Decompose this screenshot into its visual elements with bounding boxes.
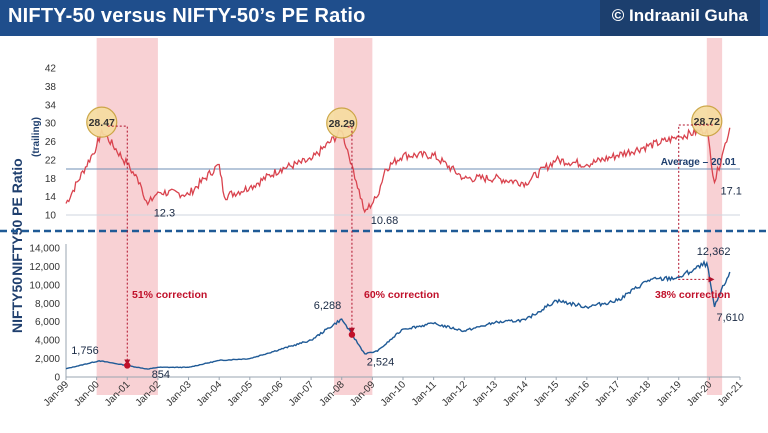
pe-peak-bubble-2 [691, 105, 723, 137]
nifty-y-tick: 0 [54, 373, 60, 384]
nifty-value-label-1: 854 [152, 369, 170, 381]
connector-1 [347, 126, 353, 328]
pe-y-tick: 18 [45, 174, 57, 185]
x-tick-label: Jan-07 [287, 379, 317, 409]
nifty-y-tick: 12,000 [29, 262, 60, 273]
x-tick-label: Jan-14 [501, 379, 531, 409]
pe-peak-label-2: 28.72 [694, 116, 720, 128]
nifty-value-label-4: 12,362 [697, 246, 731, 258]
pe-ratio-line [65, 125, 731, 214]
nifty-axis-label: NIFTY50 [9, 277, 25, 333]
pe-axis-sublabel: (trailing) [31, 117, 42, 157]
correction-marker-1 [124, 362, 131, 369]
chart-canvas: NIFTY50 PE Ratio (trailing) 10 14 18 22 26 30… [0, 38, 768, 409]
nifty-y-ticks: 0 2,000 4,000 6,000 8,000 10,000 12,000 14,000 [29, 244, 60, 384]
pe-y-tick: 26 [45, 137, 57, 148]
header-banner: NIFTY-50 versus NIFTY-50’s PE Ratio © In… [0, 0, 768, 36]
x-tick-label: Jan-12 [440, 379, 470, 409]
pe-y-tick: 10 [45, 211, 57, 222]
correction-label-2008: 60% correction [364, 289, 439, 301]
nifty-y-tick: 8,000 [35, 299, 60, 310]
nifty-y-tick: 6,000 [35, 317, 60, 328]
pe-y-tick: 34 [45, 100, 57, 111]
pe-y-tick: 42 [45, 64, 57, 75]
pe-axis-label: NIFTY50 PE Ratio [9, 158, 25, 275]
x-tick-label: Jan-19 [654, 379, 684, 409]
shade-band-1 [334, 38, 373, 395]
pe-peak-bubble-0 [86, 106, 118, 138]
x-tick-label: Jan-11 [410, 379, 439, 408]
connector-2 [678, 124, 713, 280]
nifty-value-label-0: 1,756 [71, 345, 99, 357]
nifty-y-tick: 2,000 [35, 354, 60, 365]
nifty-y-tick: 4,000 [35, 336, 60, 347]
correction-label-2001: 51% correction [132, 289, 207, 301]
nifty-value-label-3: 2,524 [367, 357, 395, 369]
pe-y-tick: 22 [45, 155, 57, 166]
annotations: 28.47 28.29 28.72 12.3 10.68 17.1 1,756 854 6,28… [71, 105, 744, 381]
pe-y-tick: 14 [45, 192, 57, 203]
page-title: NIFTY-50 versus NIFTY-50’s PE Ratio [8, 5, 366, 27]
nifty-y-tick: 10,000 [29, 280, 60, 291]
x-tick-label: Jan-06 [256, 379, 286, 409]
x-tick-label: Jan-03 [164, 379, 194, 409]
nifty-y-tick: 14,000 [29, 244, 60, 255]
correction-shading [96, 38, 723, 395]
connector-arrow-2 [708, 276, 715, 283]
author-credit: © Indraanil Guha [599, 0, 760, 36]
x-tick-label: Jan-04 [195, 379, 225, 409]
x-tick-label: Jan-18 [624, 379, 654, 409]
pe-trough-label-5: 17.1 [720, 185, 741, 197]
nifty-value-label-2: 6,288 [314, 300, 342, 312]
x-tick-label: Jan-13 [471, 379, 501, 409]
pe-y-tick: 38 [45, 82, 57, 93]
pe-trough-label-3: 12.3 [154, 207, 175, 219]
pe-y-tick: 30 [45, 119, 57, 130]
pe-trough-label-4: 10.68 [371, 215, 399, 227]
nifty-value-label-5: 7,610 [716, 312, 744, 324]
x-tick-label: Jan-17 [593, 379, 623, 409]
x-tick-label: Jan-16 [563, 379, 593, 409]
x-tick-label: Jan-15 [532, 379, 562, 409]
pe-peak-label-1: 28.29 [329, 118, 355, 130]
correction-marker-0 [348, 331, 356, 338]
shade-band-2 [706, 38, 723, 395]
average-label: Average – 20.01 [661, 157, 737, 168]
correction-label-2020: 38% correction [655, 289, 730, 301]
pe-y-ticks: 10 14 18 22 26 30 34 38 42 [45, 64, 57, 222]
nifty-line [65, 259, 731, 370]
x-tick-label: Jan-05 [226, 379, 256, 409]
pe-peak-bubble-1 [326, 107, 358, 139]
connector-arrow-1 [348, 327, 355, 334]
x-tick-label: Jan-10 [379, 379, 409, 409]
pe-peak-label-0: 28.47 [89, 117, 115, 129]
